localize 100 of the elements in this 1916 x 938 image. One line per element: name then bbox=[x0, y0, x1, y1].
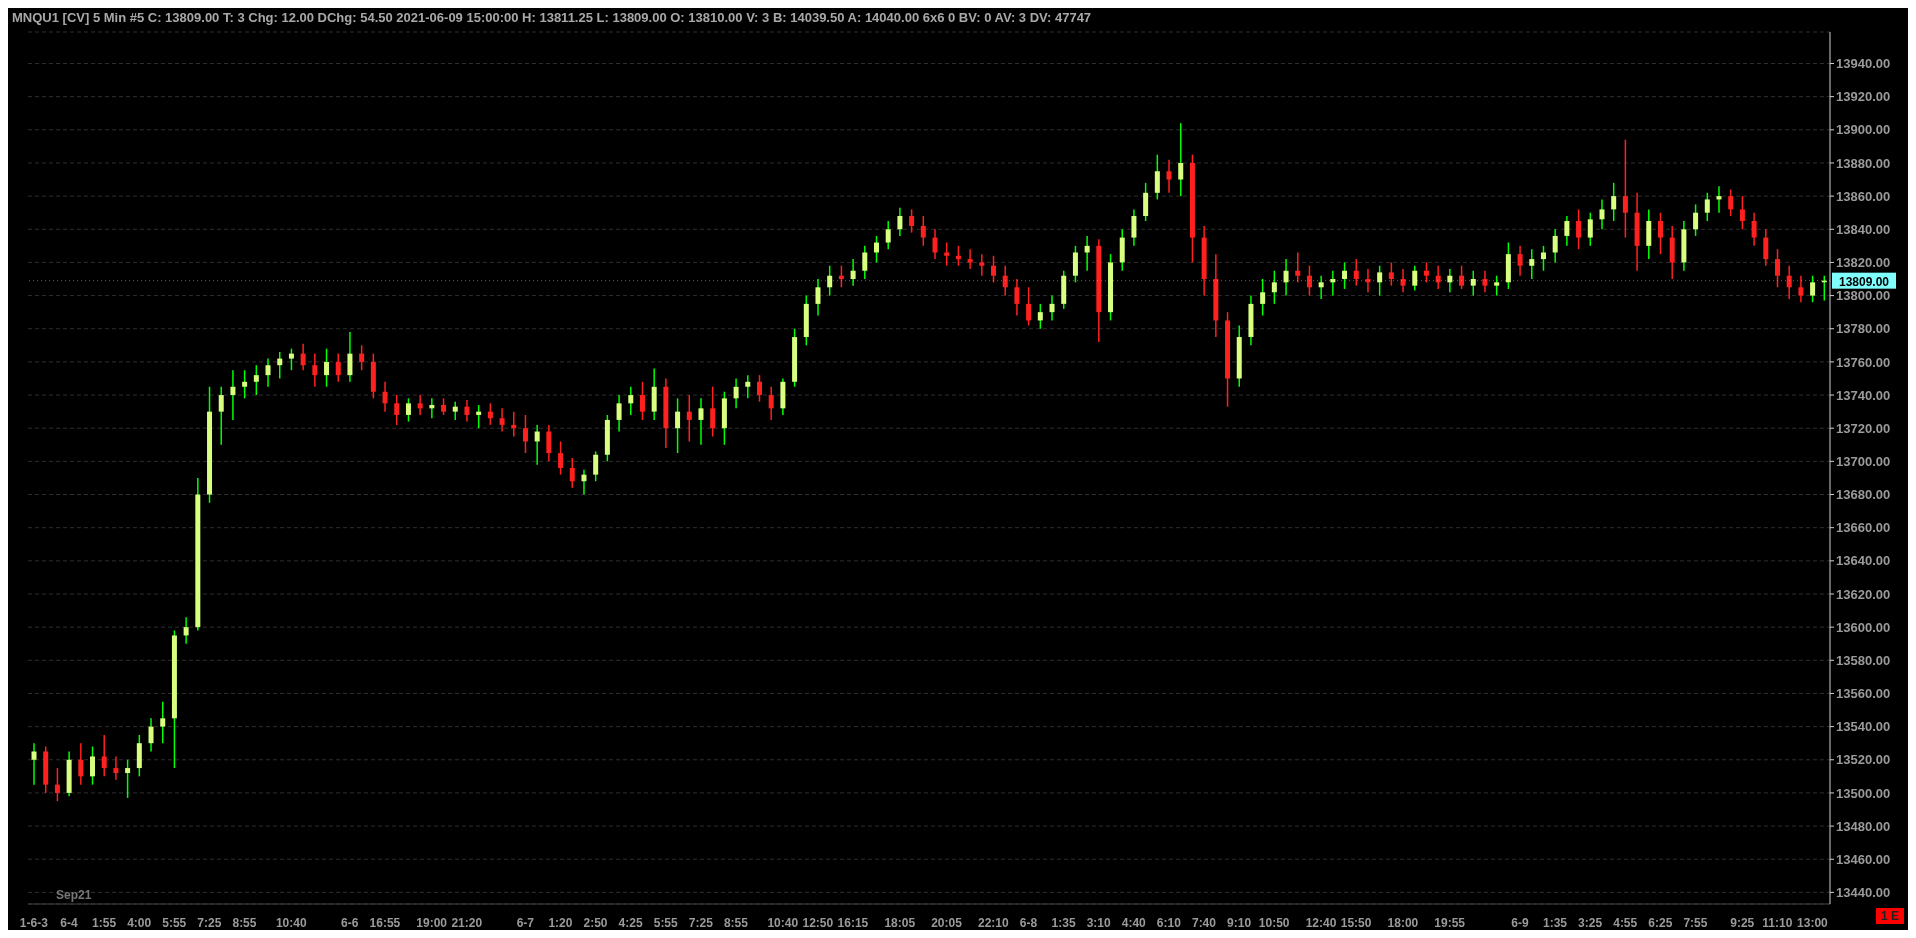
candlestick bbox=[54, 767, 60, 802]
x-tick-label: 4:55 bbox=[1613, 916, 1638, 930]
candlestick bbox=[1810, 274, 1816, 303]
candlestick bbox=[1599, 198, 1605, 231]
candlestick bbox=[850, 258, 856, 287]
x-tick-label: 9:25 bbox=[1730, 916, 1755, 930]
candlestick bbox=[300, 342, 306, 371]
candlestick bbox=[405, 397, 411, 423]
x-tick-label: 10:50 bbox=[1258, 916, 1290, 930]
candlestick bbox=[628, 386, 634, 416]
candlestick bbox=[324, 347, 330, 388]
candlestick bbox=[756, 374, 762, 403]
candlestick bbox=[1400, 268, 1406, 294]
candlestick bbox=[253, 364, 259, 396]
x-tick-label: 8:55 bbox=[232, 916, 257, 930]
candlestick bbox=[1529, 248, 1535, 280]
x-tick-label: 1-6-3 bbox=[19, 916, 49, 930]
candlestick bbox=[31, 742, 37, 786]
y-tick-label: 13860.00 bbox=[1836, 188, 1891, 204]
candlestick bbox=[1693, 203, 1699, 237]
candlestick bbox=[991, 255, 997, 284]
candlestick bbox=[534, 424, 540, 466]
candlestick bbox=[160, 701, 166, 744]
x-tick-label: 10:40 bbox=[767, 916, 799, 930]
y-tick-label: 13820.00 bbox=[1836, 255, 1891, 271]
candlestick bbox=[218, 386, 224, 446]
x-tick-label: 15:50 bbox=[1340, 916, 1372, 930]
candlestick bbox=[1306, 265, 1312, 297]
candlestick bbox=[639, 381, 645, 421]
candlestick bbox=[113, 755, 119, 781]
candlestick bbox=[1002, 265, 1008, 297]
x-tick-label: 6-8 bbox=[1019, 916, 1038, 930]
candlestick bbox=[288, 347, 294, 371]
candlestick bbox=[581, 468, 587, 496]
x-tick-label: 22:10 bbox=[978, 916, 1010, 930]
x-tick-label: 6:25 bbox=[1648, 916, 1673, 930]
y-tick-label: 13500.00 bbox=[1836, 785, 1891, 801]
candlestick bbox=[1751, 211, 1757, 247]
x-tick-label: 20:05 bbox=[931, 916, 963, 930]
x-tick-label: 12:40 bbox=[1305, 916, 1337, 930]
candlestick bbox=[78, 742, 84, 786]
candlestick bbox=[1482, 269, 1488, 294]
candlestick bbox=[464, 399, 470, 423]
candlestick bbox=[1423, 261, 1429, 284]
chart-title: MNQU1 [CV] 5 Min #5 C: 13809.00 T: 3 Chg: 12.00 DChg: 54.50 2021-06-09 15:00:00 H: 13811.25 L: 13809.00 O: 13810.00 V: 3 B: 14039.50 A: 14040.00 6x6 0 BV: 0 AV: 3 DV: 47747 bbox=[11, 9, 1093, 27]
candlestick bbox=[1494, 274, 1500, 297]
candlestick bbox=[230, 369, 236, 421]
candlestick bbox=[1271, 269, 1277, 305]
candlestick bbox=[1412, 265, 1418, 292]
x-tick-label: 3:25 bbox=[1578, 916, 1603, 930]
candlestick bbox=[1072, 245, 1078, 284]
y-tick-label: 13800.00 bbox=[1836, 288, 1891, 304]
x-tick-label: 11:10 bbox=[1762, 916, 1793, 930]
y-tick-label: 13440.00 bbox=[1836, 885, 1891, 901]
y-tick-label: 13620.00 bbox=[1836, 586, 1891, 602]
candlestick bbox=[1517, 245, 1523, 277]
x-tick-label: 7:25 bbox=[197, 916, 222, 930]
candlestick bbox=[242, 369, 248, 400]
candlestick bbox=[148, 717, 154, 753]
candlestick bbox=[768, 386, 774, 421]
x-tick-label: 6-9 bbox=[1511, 916, 1529, 930]
candlestick bbox=[1587, 211, 1593, 247]
candlestick bbox=[593, 450, 599, 483]
y-tick-label: 13840.00 bbox=[1836, 221, 1891, 237]
candlestick bbox=[1178, 122, 1184, 197]
candlestick bbox=[1388, 261, 1394, 287]
x-tick-label: 1:20 bbox=[548, 916, 573, 930]
candlestick bbox=[1143, 182, 1149, 222]
candlestick bbox=[897, 206, 903, 237]
candlestick bbox=[944, 241, 950, 267]
candlestick bbox=[745, 374, 751, 400]
candlestick bbox=[1775, 248, 1780, 289]
candlestick bbox=[1026, 286, 1032, 327]
candlestick bbox=[1014, 278, 1020, 317]
candlestick bbox=[1342, 261, 1348, 290]
candlestick bbox=[1435, 265, 1441, 290]
candlestick bbox=[1786, 265, 1792, 300]
annotation: Sep21 bbox=[56, 888, 92, 902]
candlestick bbox=[558, 440, 564, 476]
candlestick bbox=[1260, 278, 1266, 317]
candlestick bbox=[1037, 303, 1043, 330]
x-tick-label: 12:50 bbox=[802, 916, 834, 930]
x-tick-label: 4:25 bbox=[618, 916, 643, 930]
x-tick-label: 1:35 bbox=[1051, 916, 1076, 930]
candlestick bbox=[1049, 294, 1055, 322]
candlestick bbox=[1353, 258, 1359, 287]
candlestick bbox=[909, 208, 915, 234]
y-tick-label: 13780.00 bbox=[1836, 321, 1891, 337]
candlestick bbox=[1540, 245, 1546, 272]
candlestick bbox=[277, 351, 283, 380]
x-tick-label: 18:05 bbox=[884, 916, 916, 930]
y-tick-label: 13680.00 bbox=[1836, 487, 1891, 503]
candlestick bbox=[394, 394, 400, 426]
candlestick bbox=[1657, 211, 1663, 255]
x-tick-label: 6-4 bbox=[60, 916, 78, 930]
x-tick-label: 5:55 bbox=[162, 916, 187, 930]
y-tick-label: 13580.00 bbox=[1836, 652, 1891, 668]
x-tick-label: 19:55 bbox=[1434, 916, 1466, 930]
y-tick-label: 13940.00 bbox=[1836, 56, 1891, 72]
y-tick-label: 13740.00 bbox=[1836, 387, 1891, 403]
